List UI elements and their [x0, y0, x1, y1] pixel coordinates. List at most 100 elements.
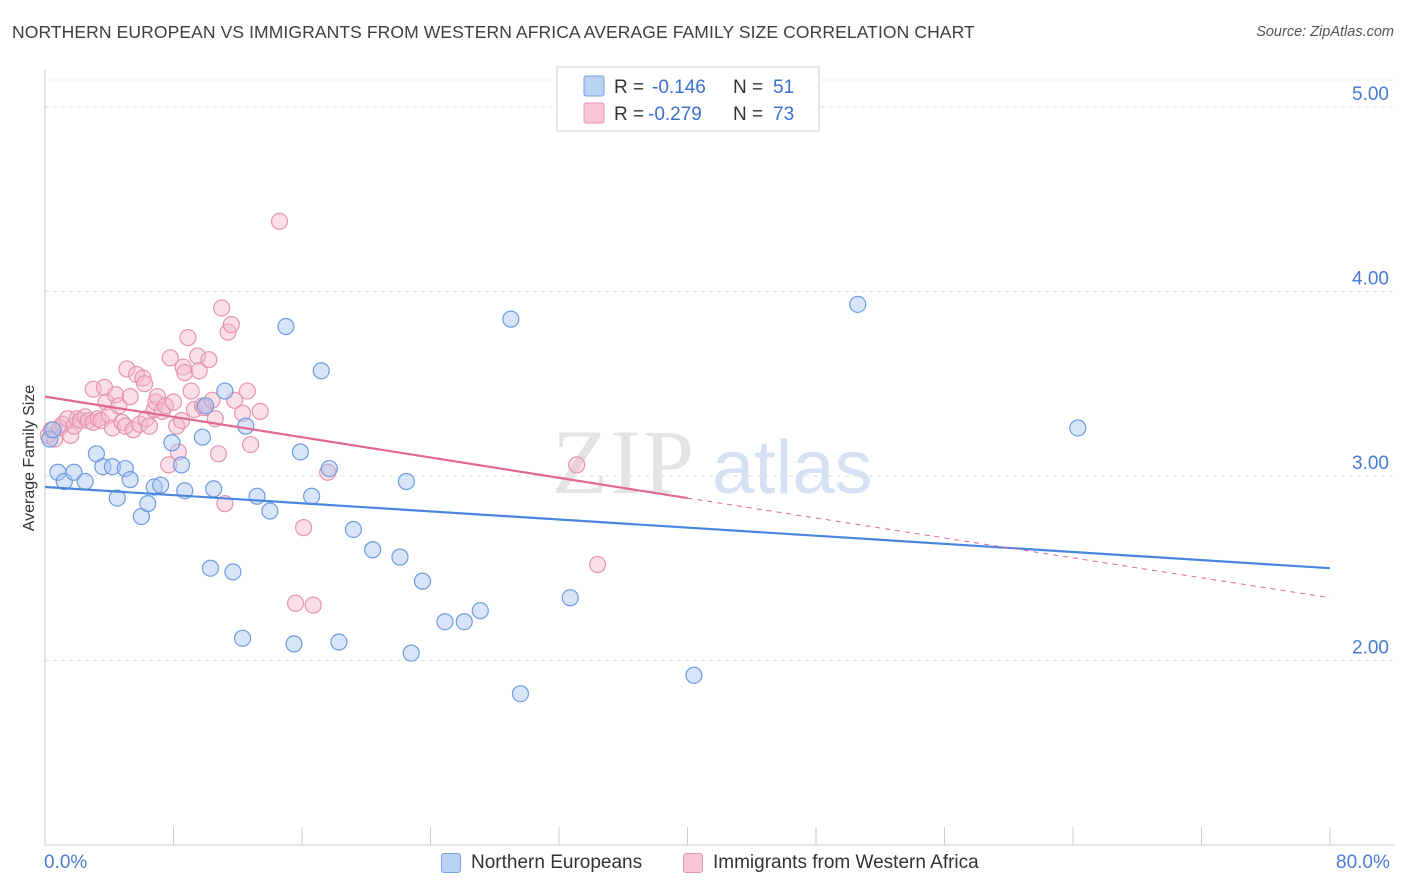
legend-n-label-2: N =	[733, 104, 763, 125]
data-point	[172, 411, 191, 430]
legend-n-value-1: 51	[773, 77, 794, 98]
trend-line-pink-extrapolated	[687, 497, 1331, 599]
data-point	[152, 476, 170, 494]
source-label: Source: ZipAtlas.com	[1256, 24, 1394, 40]
data-point	[436, 613, 454, 631]
data-point	[286, 594, 305, 612]
data-point	[391, 548, 409, 566]
data-point	[304, 596, 322, 614]
data-point	[62, 426, 80, 444]
series-pink-points	[39, 212, 607, 614]
data-point	[568, 456, 586, 474]
y-tick-label: 4.00	[1352, 268, 1389, 289]
y-axis-label: Average Family Size	[21, 385, 38, 532]
data-point	[270, 212, 289, 230]
data-point	[103, 458, 122, 476]
bottom-legend: Northern Europeans Immigrants from Weste…	[0, 852, 1406, 878]
data-point	[303, 487, 321, 505]
watermark: ZIP atlas	[552, 411, 873, 513]
data-point	[588, 555, 607, 574]
data-point	[261, 502, 279, 520]
grid-lines	[45, 79, 1395, 661]
y-tick-label: 2.00	[1352, 637, 1389, 658]
data-point	[237, 417, 255, 435]
data-point	[94, 458, 112, 476]
data-point	[103, 419, 122, 437]
data-point	[277, 317, 295, 336]
x-max-label: 80.0%	[1336, 852, 1390, 873]
data-point	[251, 402, 269, 420]
data-point	[164, 393, 183, 411]
data-point	[182, 382, 200, 400]
data-point	[44, 421, 62, 439]
chart-title: NORTHERN EUROPEAN VS IMMIGRANTS FROM WES…	[12, 22, 975, 42]
bottom-legend-item-blue: Northern Europeans	[441, 852, 642, 874]
data-point	[471, 602, 489, 620]
data-point	[160, 456, 178, 474]
data-point	[849, 295, 867, 313]
data-point	[76, 472, 94, 491]
legend-r-label-2: R =	[614, 104, 644, 125]
y-tick-label: 5.00	[1352, 84, 1389, 105]
data-point	[364, 541, 382, 559]
data-point	[179, 328, 197, 347]
data-point	[190, 362, 208, 380]
data-point	[197, 397, 215, 415]
legend-r-label-1: R =	[614, 77, 644, 98]
data-point	[65, 463, 83, 481]
data-point	[188, 347, 207, 365]
trend-lines	[44, 395, 1331, 599]
data-point	[176, 364, 194, 382]
series-blue-points	[41, 295, 1087, 703]
legend-n-value-2: 73	[773, 104, 794, 125]
axes	[44, 70, 1395, 846]
data-point	[233, 629, 252, 647]
data-point	[295, 519, 313, 537]
bottom-legend-swatch-blue	[441, 853, 461, 873]
data-point	[402, 644, 420, 662]
trend-line-blue	[44, 485, 1331, 570]
data-point	[118, 360, 136, 378]
data-point	[344, 520, 362, 539]
data-point	[320, 459, 338, 478]
data-point	[107, 386, 125, 404]
data-point	[108, 489, 126, 507]
data-point	[312, 362, 330, 380]
data-point	[161, 349, 179, 367]
data-point	[156, 397, 175, 415]
data-point	[502, 310, 520, 328]
data-point	[397, 472, 416, 491]
legend-swatch-blue	[583, 75, 605, 97]
trend-line-pink	[44, 395, 688, 500]
data-point	[1069, 419, 1087, 437]
data-point	[163, 434, 181, 452]
data-point	[285, 635, 303, 653]
legend-swatch-pink	[583, 102, 605, 124]
data-point	[193, 428, 212, 446]
data-point	[205, 480, 223, 498]
data-point	[238, 382, 256, 400]
x-min-label: 0.0%	[44, 852, 88, 873]
y-tick-labels: 2.00 3.00 4.00 5.00	[1352, 84, 1389, 659]
data-point	[172, 456, 191, 474]
data-point	[121, 388, 139, 406]
data-point	[511, 685, 530, 703]
data-point	[135, 375, 154, 393]
data-point	[116, 459, 134, 478]
data-point	[201, 559, 220, 577]
bottom-legend-item-pink: Immigrants from Western Africa	[683, 852, 979, 874]
data-point	[242, 435, 260, 454]
data-point	[213, 299, 231, 317]
data-point	[685, 666, 703, 684]
legend-r-value-1: -0.146	[652, 77, 706, 98]
data-point	[222, 316, 240, 334]
bottom-legend-swatch-pink	[683, 853, 703, 873]
data-point	[291, 443, 309, 461]
y-tick-label: 3.00	[1352, 453, 1389, 474]
data-point	[224, 563, 242, 581]
data-point	[330, 633, 348, 651]
data-point	[200, 351, 218, 369]
data-point	[121, 471, 139, 489]
data-point	[455, 613, 473, 631]
